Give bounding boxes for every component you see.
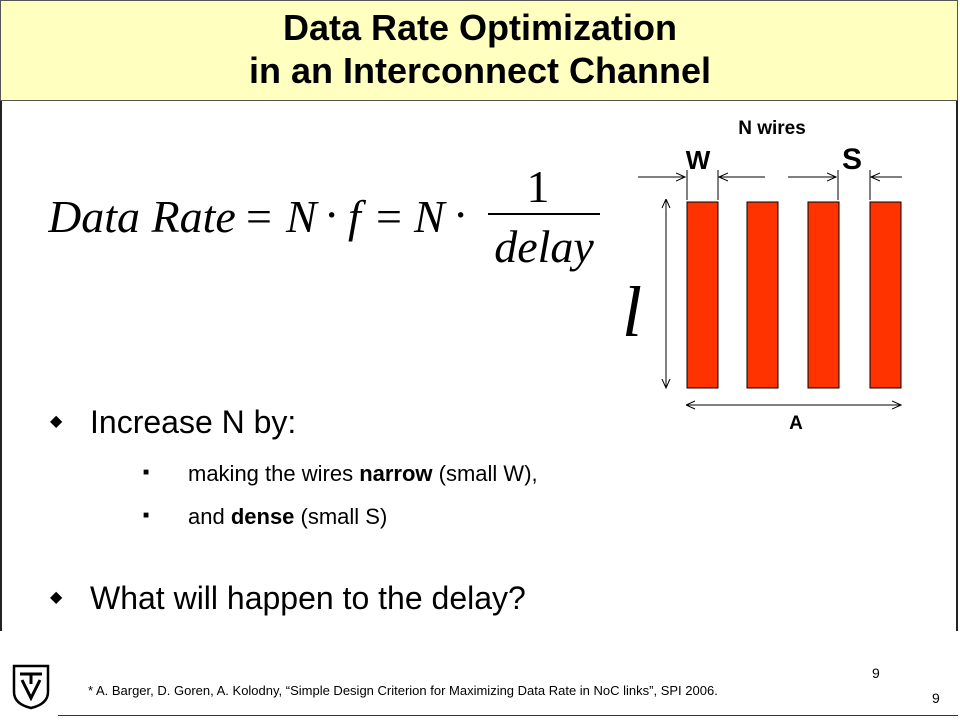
formula-n-2: N bbox=[413, 191, 447, 242]
citation-footnote: * A. Barger, D. Goren, A. Kolodny, “Simp… bbox=[88, 683, 718, 698]
sub-bullet-dense-post: (small S) bbox=[294, 504, 388, 529]
data-rate-formula: Data Rate = N · f = N · 1 delay bbox=[48, 161, 600, 272]
bullet-delay-question: ◆ What will happen to the delay? bbox=[50, 580, 526, 617]
sub-bullet-dense-pre: and bbox=[188, 504, 231, 529]
sub-bullet-narrow: ■ making the wires narrow (small W), bbox=[143, 461, 538, 487]
w-label: W bbox=[686, 145, 711, 175]
sub-bullet-narrow-post: (small W), bbox=[432, 461, 538, 486]
wire bbox=[746, 201, 779, 389]
footer-divider bbox=[58, 715, 958, 716]
bullet-increase-n-text: Increase N by: bbox=[90, 404, 297, 440]
title-line-1: Data Rate Optimization bbox=[282, 7, 678, 48]
formula-lhs: Data Rate bbox=[48, 191, 236, 242]
diamond-bullet-icon: ◆ bbox=[50, 588, 63, 606]
sub-bullet-dense-bold: dense bbox=[230, 504, 295, 529]
formula-equals-1: = bbox=[246, 191, 272, 242]
a-label: A bbox=[789, 413, 803, 434]
technion-logo-icon bbox=[12, 664, 50, 710]
title-line-2: in an Interconnect Channel bbox=[248, 50, 712, 91]
sub-bullet-narrow-bold: narrow bbox=[359, 461, 433, 486]
frame-right-border bbox=[956, 101, 958, 631]
wire bbox=[869, 201, 902, 389]
wire bbox=[686, 201, 719, 389]
formula-f: f bbox=[348, 191, 367, 242]
n-wires-label: N wires bbox=[738, 118, 806, 139]
diamond-bullet-icon: ◆ bbox=[50, 412, 63, 430]
formula-dot-1: · bbox=[324, 189, 339, 240]
formula-denominator: delay bbox=[494, 221, 594, 272]
sub-bullet-dense: ■ and dense (small S) bbox=[143, 504, 387, 530]
wire-channel-diagram: N wires W S l A bbox=[622, 118, 902, 434]
sub-bullet-narrow-pre: making the wires bbox=[188, 461, 360, 486]
formula-equals-2: = bbox=[376, 191, 402, 242]
wire bbox=[807, 201, 840, 389]
formula-numerator: 1 bbox=[527, 161, 550, 212]
formula-n-1: N bbox=[285, 191, 319, 242]
square-bullet-icon: ■ bbox=[143, 466, 150, 478]
page-number-bottom: 9 bbox=[932, 690, 940, 706]
bullet-increase-n: ◆ Increase N by: bbox=[50, 404, 296, 441]
l-label: l bbox=[622, 272, 642, 352]
formula-dot-2: · bbox=[453, 189, 468, 240]
frame-left-border bbox=[0, 101, 2, 631]
slide-title: Data Rate Optimization in an Interconnec… bbox=[0, 6, 960, 92]
title-bar bbox=[0, 0, 958, 101]
s-label: S bbox=[842, 143, 862, 176]
square-bullet-icon: ■ bbox=[143, 509, 150, 521]
bullet-delay-question-text: What will happen to the delay? bbox=[90, 580, 526, 616]
wire-group bbox=[686, 201, 902, 389]
page-number-top: 9 bbox=[872, 665, 880, 681]
